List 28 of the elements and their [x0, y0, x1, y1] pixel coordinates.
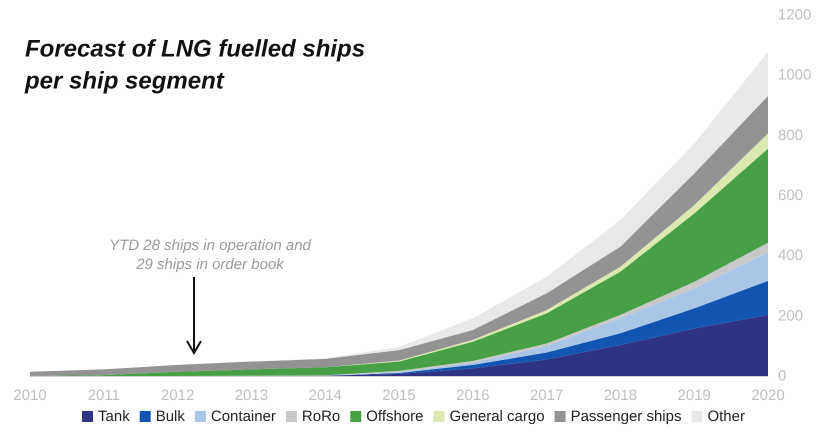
- x-tick-label: 2017: [530, 387, 564, 404]
- legend-label: RoRo: [302, 408, 340, 425]
- x-tick-label: 2020: [751, 387, 785, 404]
- y-tick-label: 1000: [778, 66, 812, 84]
- y-tick-label: 600: [778, 187, 804, 204]
- legend-label: Passenger ships: [570, 408, 682, 425]
- x-tick-label: 2012: [160, 387, 194, 404]
- x-tick-label: 2016: [456, 387, 490, 404]
- legend-label: Other: [707, 408, 745, 425]
- y-tick-label: 1200: [778, 6, 812, 24]
- x-tick-label: 2014: [308, 387, 342, 404]
- x-tick-label: 2011: [88, 387, 120, 404]
- legend-label: Bulk: [156, 408, 186, 425]
- text: Forecast of LNG fuelled ships per ship segment: [24, 36, 366, 94]
- x-tick-label: 2018: [604, 387, 638, 404]
- y-tick-label: 200: [778, 307, 804, 324]
- x-tick-label: 2010: [13, 387, 47, 404]
- legend-label: Container: [210, 408, 276, 425]
- y-tick-label: 800: [778, 126, 804, 144]
- x-tick-label: 2019: [678, 387, 711, 404]
- y-tick-label: 400: [778, 247, 804, 264]
- legend-label: Tank: [98, 408, 130, 425]
- y-tick-label: 0: [778, 368, 786, 384]
- annotation: YTD 28 ships in operation and 29 ships in order book: [108, 236, 312, 274]
- x-tick-label: 2013: [234, 387, 268, 404]
- x-tick-label: 2015: [382, 387, 416, 404]
- legend-label: Offshore: [366, 408, 424, 425]
- legend-label: General cargo: [450, 408, 545, 425]
